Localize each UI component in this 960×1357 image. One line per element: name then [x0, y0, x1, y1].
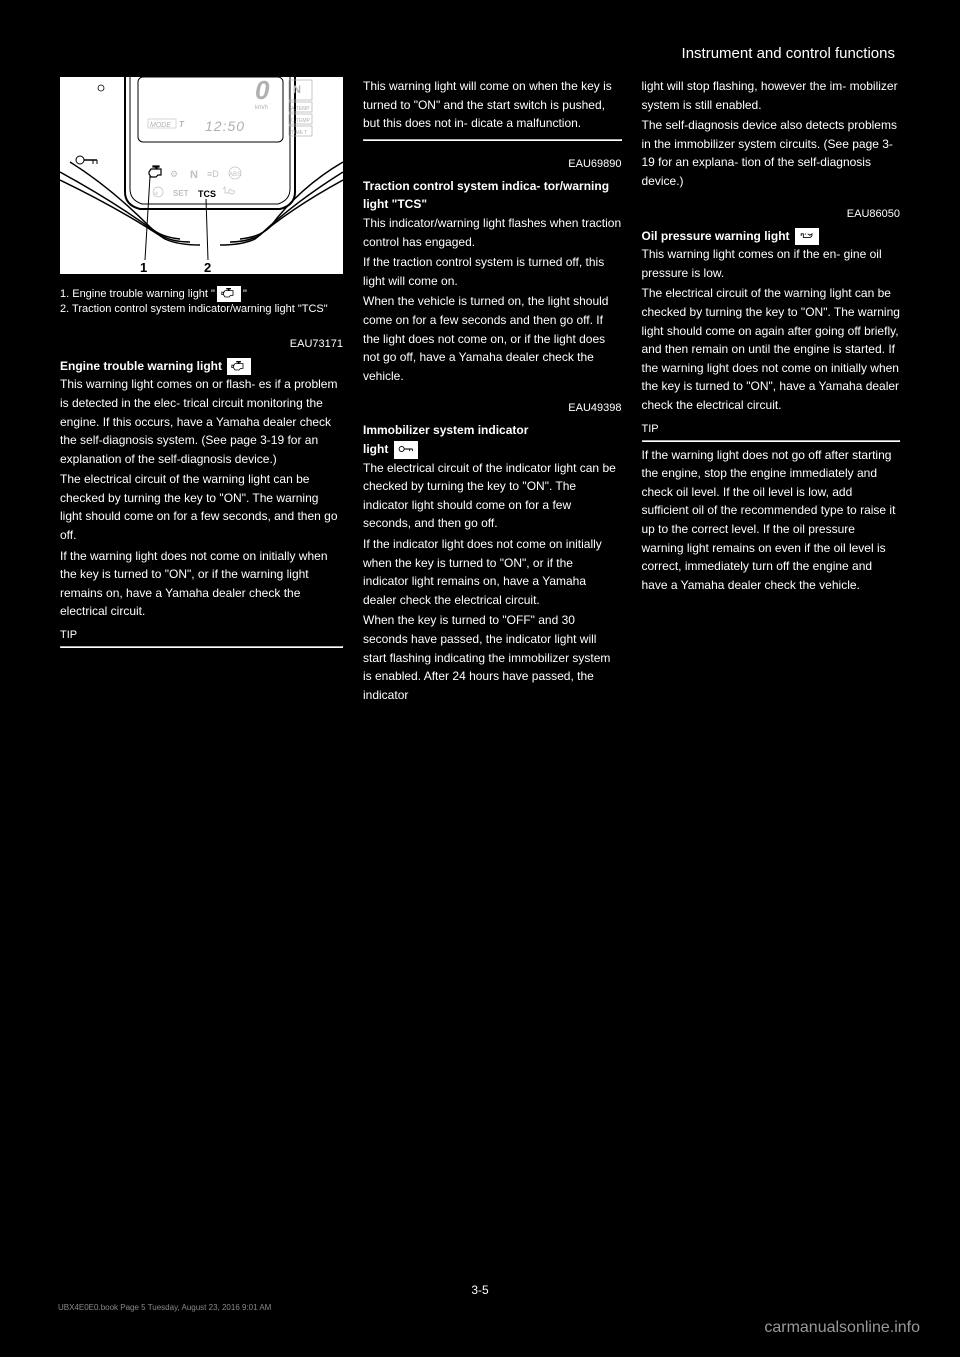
divider [642, 440, 901, 442]
oil-pressure-icon [795, 228, 819, 246]
svg-text:N: N [293, 84, 301, 96]
para-oil-3: If the warning light does not go off aft… [642, 446, 901, 595]
tip-label-2: TIP [642, 421, 901, 438]
svg-text:km/h: km/h [255, 105, 268, 111]
caption-line-1: 1. Engine trouble warning light "" [60, 286, 343, 302]
eau-code-1: EAU73171 [60, 336, 343, 353]
svg-text:⚙: ⚙ [170, 169, 178, 179]
column-1: 0 km/h MODE T 12:50 N A.TEMP C.TEMP TIME… [60, 77, 343, 706]
svg-text:⊘: ⊘ [154, 191, 158, 197]
para-immob-2: If the indicator light does not come on … [363, 535, 622, 609]
page-container: Instrument and control functions [0, 0, 960, 731]
svg-text:N: N [190, 169, 198, 181]
svg-text:0: 0 [255, 77, 270, 105]
section-engine-trouble: Engine trouble warning light [60, 357, 343, 376]
divider [60, 646, 343, 648]
heading-oil-text: Oil pressure warning light [642, 229, 790, 243]
column-3: light will stop flashing, however the im… [642, 77, 901, 706]
svg-text:C.TEMP: C.TEMP [291, 118, 311, 124]
tip-label-1: TIP [60, 627, 343, 644]
watermark: carmanualsonline.info [764, 1319, 920, 1337]
svg-text:ABS: ABS [229, 172, 241, 178]
file-info-line: UBX4E0E0.book Page 5 Tuesday, August 23,… [58, 1303, 271, 1312]
svg-text:SET: SET [173, 189, 189, 198]
para-immob-1: The electrical circuit of the indicator … [363, 459, 622, 533]
svg-text:2: 2 [204, 260, 211, 274]
svg-text:MODE: MODE [150, 122, 171, 129]
svg-text:TCS: TCS [198, 189, 216, 199]
para-col2-1: This warning light will come on when the… [363, 77, 622, 133]
page-header: Instrument and control functions [60, 45, 900, 62]
para-engine-2: The electrical circuit of the warning li… [60, 470, 343, 544]
para-oil-1: This warning light comes on if the en- g… [642, 245, 901, 282]
para-tcs-2: If the traction control system is turned… [363, 253, 622, 290]
para-engine-3: If the warning light does not come on in… [60, 547, 343, 621]
dashboard-diagram: 0 km/h MODE T 12:50 N A.TEMP C.TEMP TIME… [60, 77, 343, 274]
heading-engine-trouble: Engine trouble warning light [60, 359, 222, 373]
svg-text:A.TEMP: A.TEMP [291, 106, 310, 112]
para-oil-2: The electrical circuit of the warning li… [642, 284, 901, 414]
eau-code-2: EAU69890 [363, 156, 622, 173]
para-col3-1: light will stop flashing, however the im… [642, 77, 901, 114]
diagram-caption: 1. Engine trouble warning light "" 2. Tr… [60, 286, 343, 318]
content-columns: 0 km/h MODE T 12:50 N A.TEMP C.TEMP TIME… [60, 77, 900, 706]
caption-line-2: 2. Traction control system indicator/war… [60, 302, 343, 317]
svg-text:12:50: 12:50 [205, 118, 245, 134]
para-col3-2: The self-diagnosis device also detects p… [642, 116, 901, 190]
svg-text:≡D: ≡D [207, 169, 219, 179]
column-2: This warning light will come on when the… [363, 77, 622, 706]
divider [363, 139, 622, 141]
key-icon [394, 441, 418, 459]
heading-immobilizer-line2: light [363, 440, 622, 459]
para-tcs-3: When the vehicle is turned on, the light… [363, 292, 622, 385]
svg-text:1: 1 [140, 260, 147, 274]
para-immob-3: When the key is turned to "OFF" and 30 s… [363, 611, 622, 704]
diagram-svg: 0 km/h MODE T 12:50 N A.TEMP C.TEMP TIME… [60, 77, 343, 274]
heading-oil-pressure: Oil pressure warning light [642, 227, 901, 246]
eau-code-4: EAU86050 [642, 206, 901, 223]
para-tcs-1: This indicator/warning light flashes whe… [363, 214, 622, 251]
engine-warning-icon [227, 358, 251, 376]
eau-code-3: EAU49398 [363, 400, 622, 417]
heading-immobilizer: Immobilizer system indicator [363, 421, 622, 440]
svg-text:TIME T: TIME T [291, 130, 307, 136]
para-engine-1: This warning light comes on or flash- es… [60, 375, 343, 468]
heading-immobilizer-text: Immobilizer system indicator [363, 423, 528, 437]
heading-tcs: Traction control system indica- tor/warn… [363, 179, 609, 212]
engine-icon [217, 286, 241, 302]
page-number: 3-5 [0, 1283, 960, 1297]
heading-immobilizer-suffix: light [363, 442, 388, 456]
